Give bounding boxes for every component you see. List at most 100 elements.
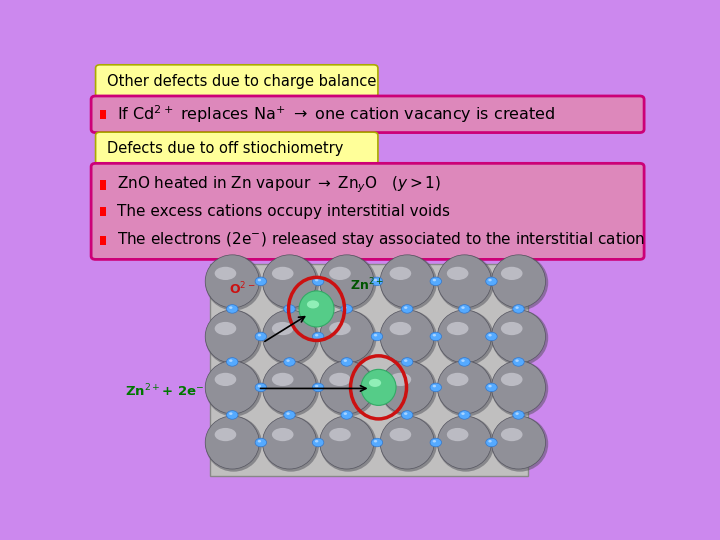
Ellipse shape <box>263 310 317 363</box>
Circle shape <box>486 438 498 447</box>
FancyBboxPatch shape <box>100 180 106 190</box>
Circle shape <box>227 305 238 313</box>
Ellipse shape <box>320 310 374 363</box>
FancyBboxPatch shape <box>91 96 644 133</box>
Circle shape <box>287 306 289 309</box>
Ellipse shape <box>329 267 351 280</box>
Ellipse shape <box>380 255 437 310</box>
Ellipse shape <box>299 291 334 327</box>
Circle shape <box>284 305 295 313</box>
Circle shape <box>312 438 324 447</box>
Ellipse shape <box>205 310 262 366</box>
Ellipse shape <box>380 361 434 414</box>
Circle shape <box>462 360 464 362</box>
Ellipse shape <box>380 416 434 469</box>
FancyBboxPatch shape <box>100 236 106 245</box>
Circle shape <box>255 277 266 286</box>
Circle shape <box>258 440 261 442</box>
Ellipse shape <box>492 310 548 366</box>
Ellipse shape <box>320 416 374 469</box>
Circle shape <box>315 334 318 336</box>
Ellipse shape <box>437 310 492 363</box>
Ellipse shape <box>492 416 548 471</box>
FancyBboxPatch shape <box>91 163 644 259</box>
Ellipse shape <box>205 255 259 308</box>
Circle shape <box>312 383 324 391</box>
Circle shape <box>486 383 498 391</box>
Circle shape <box>433 279 436 281</box>
Circle shape <box>486 277 498 286</box>
Circle shape <box>229 306 233 309</box>
Ellipse shape <box>263 361 319 416</box>
Circle shape <box>402 411 413 419</box>
Circle shape <box>488 385 492 387</box>
Ellipse shape <box>263 255 317 308</box>
Circle shape <box>258 385 261 387</box>
FancyBboxPatch shape <box>210 265 528 476</box>
Circle shape <box>341 305 353 313</box>
Ellipse shape <box>380 361 437 416</box>
Text: The excess cations occupy interstitial voids: The excess cations occupy interstitial v… <box>117 204 450 219</box>
Ellipse shape <box>272 267 294 280</box>
Ellipse shape <box>320 361 377 416</box>
Circle shape <box>343 413 347 415</box>
Circle shape <box>341 357 353 366</box>
Ellipse shape <box>390 373 411 386</box>
Circle shape <box>516 413 519 415</box>
Circle shape <box>459 305 470 313</box>
Circle shape <box>516 306 519 309</box>
Circle shape <box>374 385 377 387</box>
Ellipse shape <box>272 373 294 386</box>
Ellipse shape <box>390 267 411 280</box>
Circle shape <box>433 385 436 387</box>
Ellipse shape <box>390 322 411 335</box>
Ellipse shape <box>437 255 492 308</box>
Text: If Cd$^{2+}$ replaces Na$^{+}$ $\rightarrow$ one cation vacancy is created: If Cd$^{2+}$ replaces Na$^{+}$ $\rightar… <box>117 104 555 125</box>
Ellipse shape <box>380 310 434 363</box>
Ellipse shape <box>263 255 319 310</box>
Ellipse shape <box>501 373 523 386</box>
Ellipse shape <box>380 255 434 308</box>
Ellipse shape <box>205 255 262 310</box>
Text: ZnO heated in Zn vapour $\rightarrow$ Zn$_y$O   $\mathit{(y > 1)}$: ZnO heated in Zn vapour $\rightarrow$ Zn… <box>117 174 441 195</box>
Circle shape <box>374 279 377 281</box>
Ellipse shape <box>492 255 546 308</box>
Circle shape <box>229 413 233 415</box>
Ellipse shape <box>205 310 259 363</box>
Circle shape <box>486 332 498 341</box>
Ellipse shape <box>437 416 492 469</box>
Ellipse shape <box>263 361 317 414</box>
FancyBboxPatch shape <box>96 132 378 165</box>
Circle shape <box>315 440 318 442</box>
Circle shape <box>404 306 408 309</box>
Circle shape <box>430 332 441 341</box>
Ellipse shape <box>320 416 377 471</box>
Circle shape <box>287 360 289 362</box>
Circle shape <box>430 438 441 447</box>
Circle shape <box>488 334 492 336</box>
Text: Other defects due to charge balance: Other defects due to charge balance <box>107 73 376 89</box>
Ellipse shape <box>437 310 494 366</box>
Ellipse shape <box>320 361 374 414</box>
Circle shape <box>433 334 436 336</box>
Ellipse shape <box>501 322 523 335</box>
Ellipse shape <box>437 255 494 310</box>
Circle shape <box>229 360 233 362</box>
Ellipse shape <box>501 428 523 441</box>
Circle shape <box>513 305 524 313</box>
Ellipse shape <box>380 310 437 366</box>
Ellipse shape <box>263 416 319 471</box>
Circle shape <box>488 440 492 442</box>
Circle shape <box>258 279 261 281</box>
Circle shape <box>404 413 408 415</box>
Circle shape <box>343 306 347 309</box>
Ellipse shape <box>205 361 259 414</box>
Circle shape <box>430 383 441 391</box>
Ellipse shape <box>215 267 236 280</box>
Ellipse shape <box>369 379 381 387</box>
Circle shape <box>255 383 266 391</box>
Ellipse shape <box>447 373 469 386</box>
Ellipse shape <box>272 322 294 335</box>
Circle shape <box>227 357 238 366</box>
Ellipse shape <box>492 361 546 414</box>
